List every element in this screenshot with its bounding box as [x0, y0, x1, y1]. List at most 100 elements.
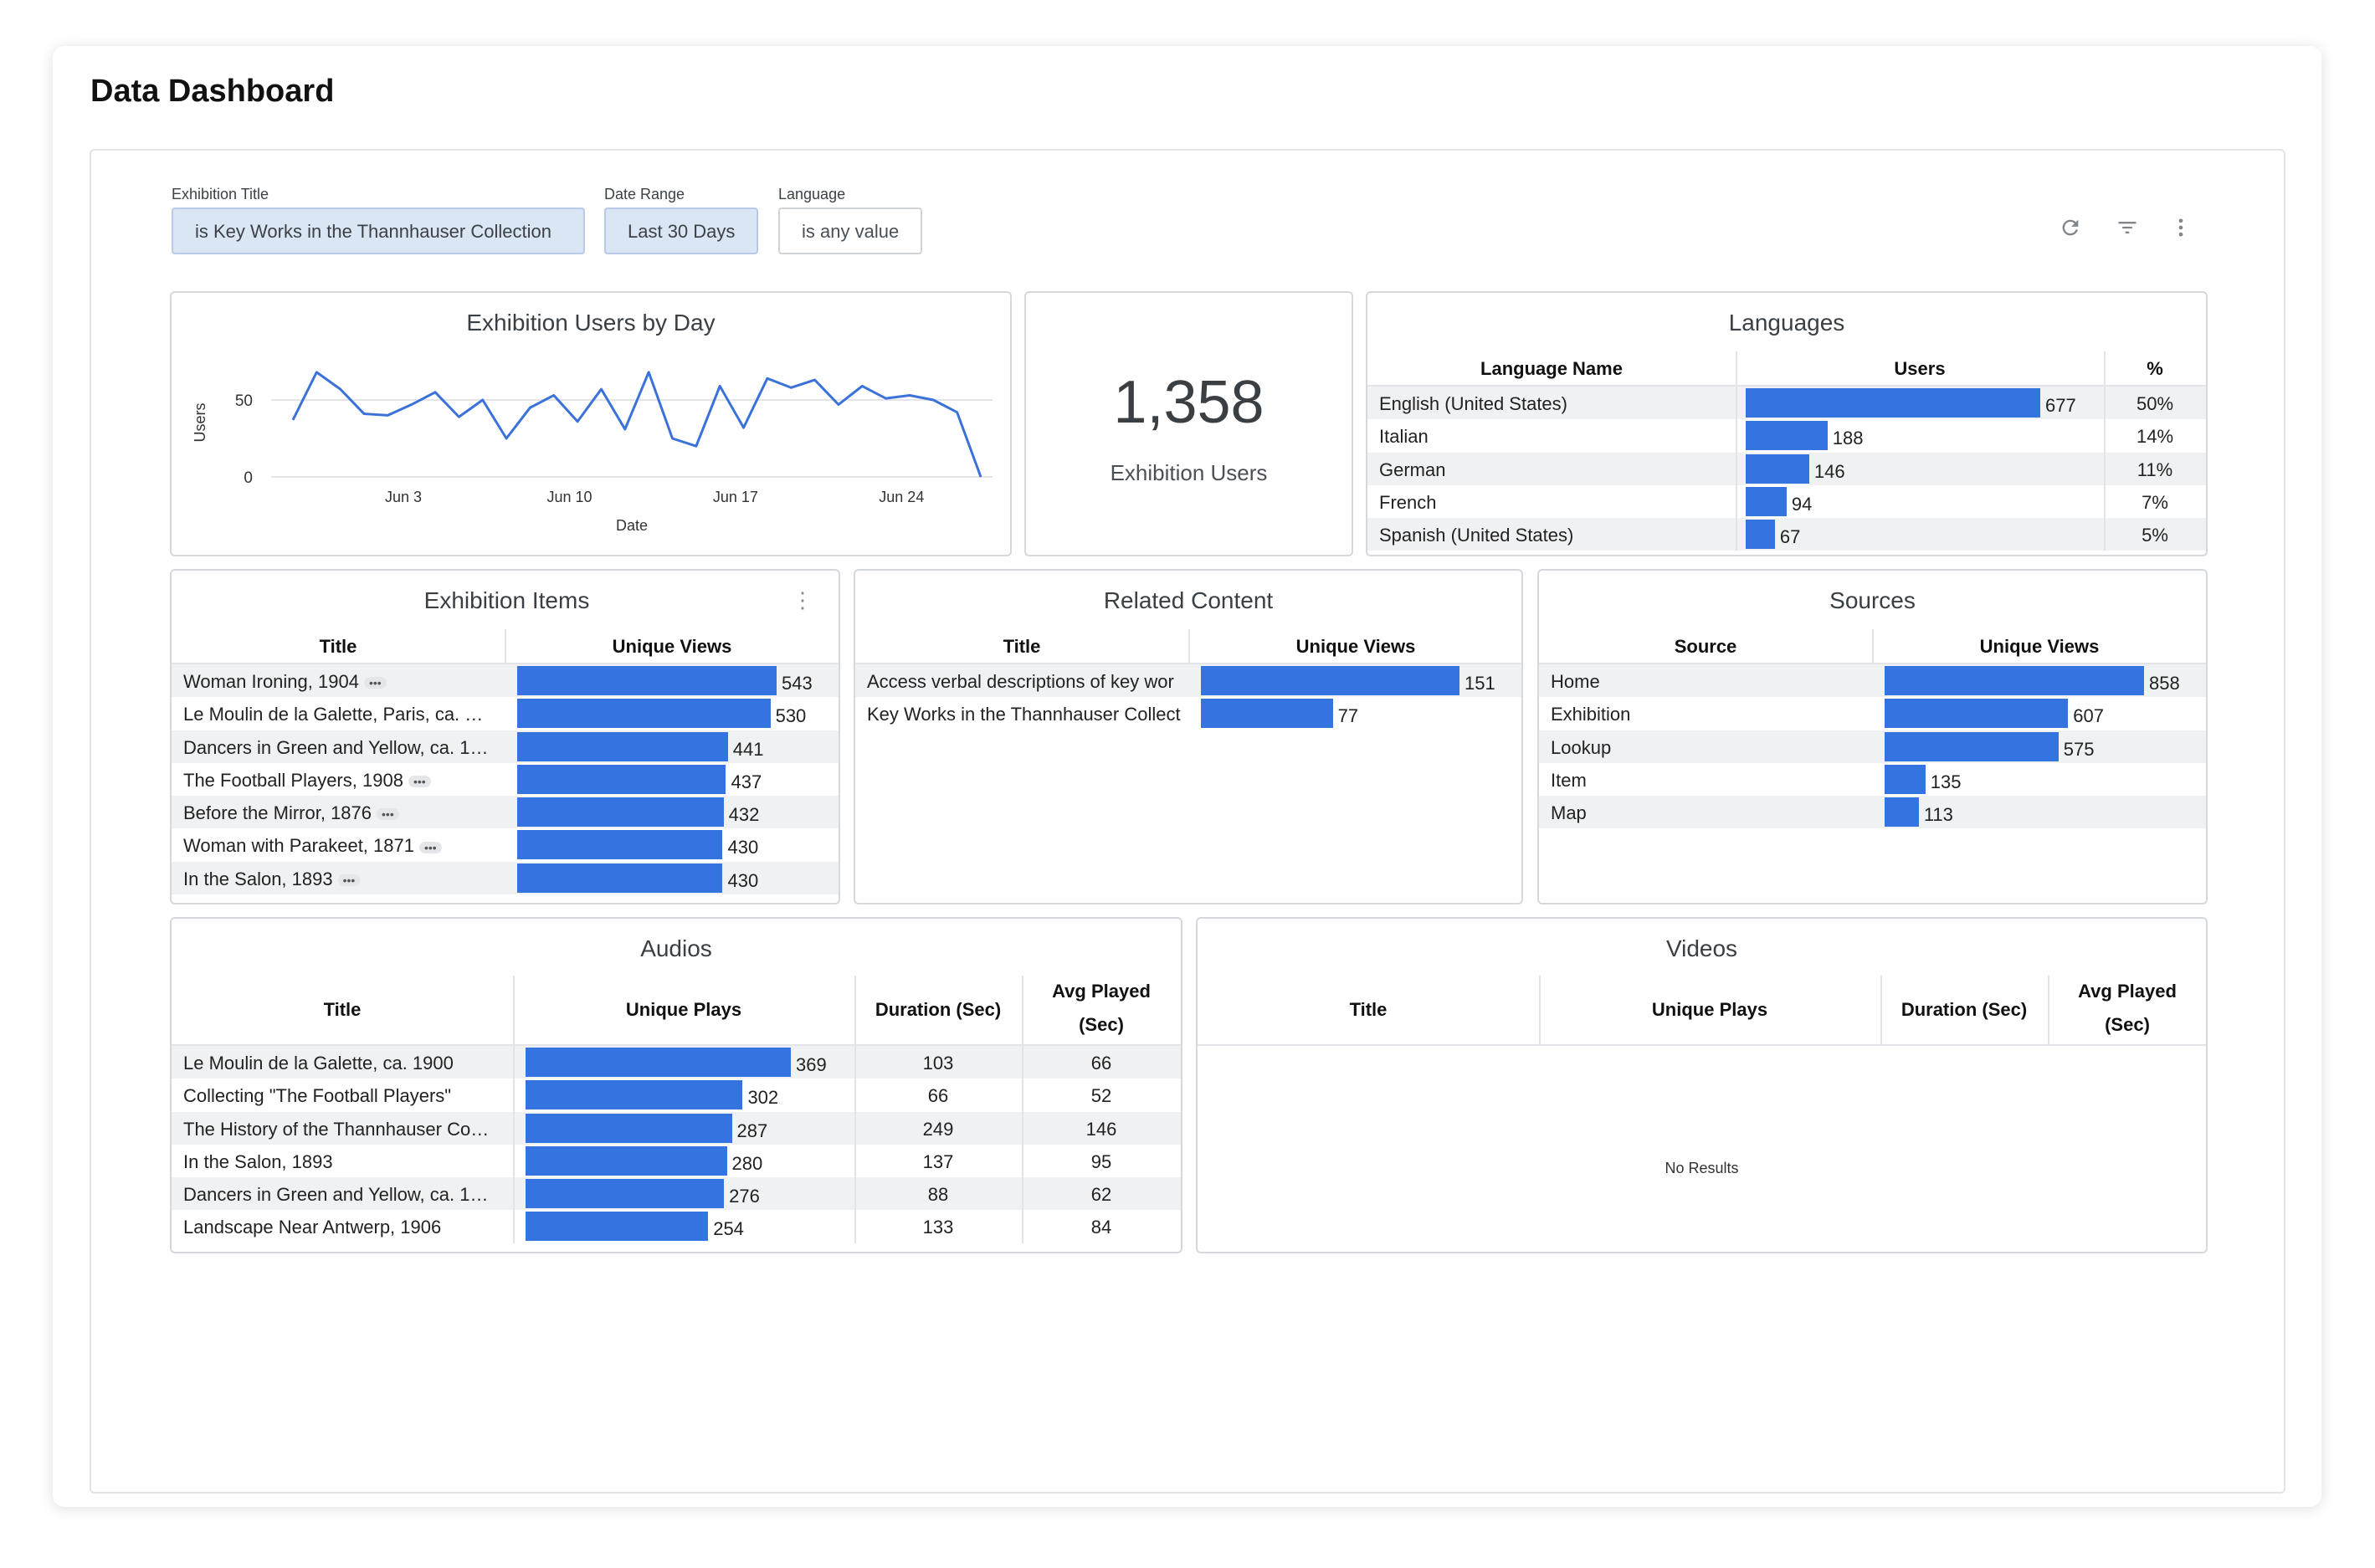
table-row[interactable]: German 146 11%: [1367, 452, 2206, 485]
row-title-text: French: [1379, 491, 1437, 513]
more-vert-icon[interactable]: ⋮: [792, 587, 813, 612]
bar[interactable]: [1746, 486, 1787, 516]
related-content-tile: Related Content Title Unique Views Acces…: [854, 569, 1523, 904]
table-row[interactable]: Le Moulin de la Galette, Paris, ca. … 530: [172, 697, 839, 730]
col-header-source[interactable]: Source: [1674, 636, 1737, 657]
bar[interactable]: [526, 1212, 709, 1242]
row-title-text: Item: [1551, 769, 1587, 791]
bar[interactable]: [517, 666, 777, 695]
bar-value: 188: [1832, 428, 1864, 449]
x-tick-label: Jun 24: [879, 489, 924, 505]
more-badge[interactable]: •••: [377, 808, 399, 821]
bar[interactable]: [1746, 453, 1809, 484]
table-row[interactable]: In the Salon, 1893 ••• 430: [172, 861, 839, 895]
table-row[interactable]: Exhibition 607: [1539, 697, 2206, 730]
bar[interactable]: [1746, 520, 1775, 550]
filter-icon[interactable]: [2113, 216, 2142, 244]
bar[interactable]: [1885, 699, 2069, 729]
filter-chip-date-range[interactable]: Last 30 Days: [604, 208, 759, 254]
tile-title: Exhibition Items: [423, 587, 590, 613]
col-header-title[interactable]: Title: [319, 636, 357, 657]
table-row[interactable]: Landscape Near Antwerp, 1906 254 133 84: [172, 1210, 1181, 1243]
bar-value: 254: [713, 1218, 744, 1240]
bar[interactable]: [1201, 666, 1459, 695]
table-row[interactable]: Dancers in Green and Yellow, ca. 1… 276 88…: [172, 1177, 1181, 1211]
table-row[interactable]: Map 113: [1539, 796, 2206, 829]
table-row[interactable]: Home 858: [1539, 664, 2206, 698]
more-vert-icon[interactable]: [2167, 216, 2195, 244]
bar[interactable]: [517, 797, 724, 828]
more-badge[interactable]: •••: [418, 841, 442, 853]
refresh-icon[interactable]: [2056, 216, 2085, 244]
col-header-pct[interactable]: %: [2147, 358, 2163, 379]
bar[interactable]: [1746, 421, 1828, 451]
duration-cell: 103: [922, 1053, 954, 1074]
more-badge[interactable]: •••: [337, 874, 361, 886]
avg-played-cell: 84: [1090, 1217, 1112, 1238]
col-header-title[interactable]: Title: [1003, 636, 1041, 657]
bar-value: 67: [1779, 526, 1801, 548]
col-header-avg-played[interactable]: Avg Played: [1052, 981, 1151, 1002]
col-header-unique-views[interactable]: Unique Views: [1979, 636, 2100, 657]
more-badge[interactable]: •••: [363, 677, 387, 689]
table-row[interactable]: Item 135: [1539, 763, 2206, 796]
table-row[interactable]: Spanish (United States) 67 5%: [1367, 518, 2206, 551]
table-row[interactable]: Collecting "The Football Players" 302 66 52: [172, 1079, 1181, 1112]
pct-cell: 11%: [2136, 459, 2173, 480]
table-row[interactable]: In the Salon, 1893 280 137 95: [172, 1144, 1181, 1178]
bar[interactable]: [1885, 731, 2059, 761]
col-header-title[interactable]: Title: [323, 999, 362, 1020]
bar[interactable]: [1746, 388, 2040, 418]
table-row[interactable]: Access verbal descriptions of key wor 151: [855, 664, 1521, 698]
bar[interactable]: [526, 1080, 743, 1110]
col-header-unique-views[interactable]: Unique Views: [612, 636, 732, 657]
tile-title: Audios: [640, 935, 712, 961]
table-row[interactable]: Woman Ironing, 1904 ••• 543: [172, 664, 839, 698]
bar[interactable]: [517, 731, 728, 761]
col-header-duration[interactable]: Duration (Sec): [1901, 999, 2028, 1020]
row-title: Collecting "The Football Players": [183, 1085, 512, 1107]
col-header-title[interactable]: Title: [1349, 999, 1388, 1020]
col-header-users[interactable]: Users: [1894, 358, 1946, 379]
col-header-language[interactable]: Language Name: [1480, 358, 1623, 379]
row-title: Item: [1551, 770, 1871, 792]
table-row[interactable]: Italian 188 14%: [1367, 419, 2206, 453]
users-by-day-chart[interactable]: 0 50 Jun 3 Jun 10 Jun 17 Jun 24 Date Users: [172, 293, 1010, 555]
row-title-text: In the Salon, 1893: [183, 868, 333, 889]
col-header-unique-views[interactable]: Unique Views: [1295, 636, 1416, 657]
col-header-avg-played[interactable]: Avg Played: [2078, 981, 2177, 1002]
filter-chip-language[interactable]: is any value: [778, 208, 923, 254]
row-title: Lookup: [1551, 737, 1871, 759]
table-row[interactable]: English (United States) 677 50%: [1367, 387, 2206, 420]
bar[interactable]: [517, 863, 723, 893]
bar[interactable]: [1201, 699, 1333, 729]
bar[interactable]: [1885, 764, 1926, 794]
row-title: Spanish (United States): [1379, 525, 1732, 546]
col-header-duration[interactable]: Duration (Sec): [875, 999, 1002, 1020]
table-row[interactable]: The Football Players, 1908 ••• 437: [172, 763, 839, 796]
bar[interactable]: [517, 764, 726, 794]
bar-value: 543: [782, 673, 813, 694]
table-row[interactable]: French 94 7%: [1367, 484, 2206, 519]
table-row[interactable]: Before the Mirror, 1876 ••• 432: [172, 796, 839, 829]
filter-chip-exhibition-title[interactable]: is Key Works in the Thannhauser Collecti…: [172, 208, 585, 254]
bar[interactable]: [517, 699, 771, 729]
table-row[interactable]: Key Works in the Thannhauser Collect 77: [855, 697, 1521, 730]
more-badge[interactable]: •••: [408, 776, 431, 788]
bar[interactable]: [526, 1179, 725, 1209]
table-row[interactable]: The History of the Thannhauser Co… 287 249…: [172, 1111, 1181, 1145]
col-header-unique-plays[interactable]: Unique Plays: [1651, 999, 1768, 1020]
table-row[interactable]: Lookup 575: [1539, 730, 2206, 763]
col-header-unique-plays[interactable]: Unique Plays: [625, 999, 742, 1020]
table-row[interactable]: Dancers in Green and Yellow, ca. 1… 441: [172, 730, 839, 763]
row-title-text: The History of the Thannhauser Co…: [183, 1118, 490, 1140]
bar[interactable]: [517, 830, 723, 860]
bar[interactable]: [526, 1113, 732, 1143]
table-row[interactable]: Le Moulin de la Galette, ca. 1900 369 103 6…: [172, 1046, 1181, 1079]
bar[interactable]: [526, 1145, 727, 1176]
bar[interactable]: [526, 1048, 791, 1077]
bar[interactable]: [1885, 797, 1919, 828]
table-row[interactable]: Woman with Parakeet, 1871 ••• 430: [172, 828, 839, 861]
bar[interactable]: [1885, 666, 2144, 695]
table-header: Title Unique Views: [855, 629, 1521, 664]
